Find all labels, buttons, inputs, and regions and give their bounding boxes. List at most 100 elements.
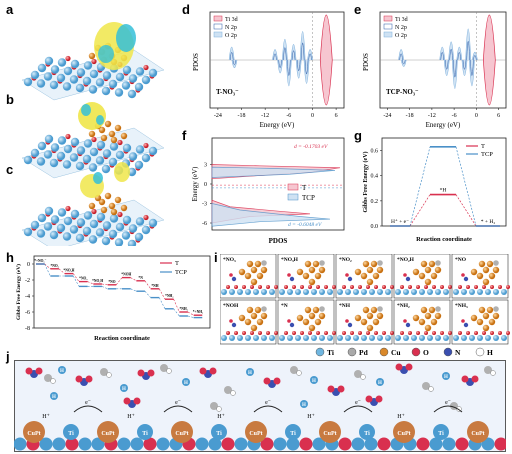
y-tick-label: -6 [202,221,207,227]
ti-atom [128,152,138,161]
h-atom [50,378,56,384]
cu-atom [302,272,310,280]
reaction-scheme-j: H H H H H H H H He⁻ e⁻ e⁻ e⁻ e⁻ H⁺ H⁺ H⁺ H⁺ H⁺ CuPt Ti CuPt… [14,360,506,452]
o-atom [342,285,346,289]
panel-label-d: d [182,2,190,17]
reaction-arrow [433,405,463,413]
x-tick-label: 6 [335,113,338,119]
cu-atom [420,306,428,314]
o2p-peak [228,46,235,61]
y-tick-label: 0 [27,262,30,268]
ti-atom [319,289,325,295]
ti-atom [63,66,73,76]
n2p-peak [440,51,445,61]
ti-atom [82,76,92,86]
y-tick-label: 0.0 [371,224,379,230]
cu-atom [260,312,268,320]
cu-atom [104,192,112,200]
ti-atom [101,236,111,246]
adsorption-cell: *NH [335,299,394,345]
o-atom [466,285,470,289]
o-atom [324,285,328,289]
site-label: Ti [142,431,148,437]
n-atom [484,366,492,374]
ti-atom [36,79,46,88]
cu-atom [100,206,108,214]
o-atom [308,285,312,289]
cu-atom [308,266,316,274]
h-atom [216,406,222,412]
o-atom [366,285,370,289]
o-atom [482,331,486,335]
atom-swatch [443,347,453,357]
cu-atom [424,278,432,286]
cu-atom [360,272,368,280]
ti-atom [121,81,131,90]
o2p-peak [286,59,292,86]
ti-atom [435,289,441,295]
cu-atom [492,312,500,320]
ti-atom [501,289,507,295]
ti-atom [69,225,79,234]
substrate-atom [52,437,66,451]
cu-atom [244,272,252,280]
ti-atom [108,79,118,89]
substrate-atom [234,437,248,451]
o2p-peak [277,59,283,74]
ti-atom [57,208,67,217]
ti-atom [135,145,145,154]
cu-atom [366,312,374,320]
connector-T [101,283,108,286]
connector-T [44,263,51,270]
cu-atom [486,260,494,268]
o-atom [490,331,494,335]
connector-T [130,277,137,282]
ti-atom [237,335,243,341]
proton [442,372,450,380]
cu-atom [370,260,378,268]
cell-label: *NH [339,303,351,309]
pd-atom [435,260,441,266]
ti-atom [127,167,137,177]
o2p-peak [398,49,404,61]
o-atom [466,331,470,335]
o-atom [229,319,233,323]
cu-atom [246,260,254,268]
proton-transfer-label: H⁺ [217,414,225,420]
adsorption-cell: *NOH [220,299,278,345]
panel-label-i: i [214,250,218,265]
o-atom [471,375,479,383]
adsorption-cell: *N [277,299,336,345]
connector-TCP [158,297,166,309]
o-atom [337,385,345,393]
ti-atom [83,139,93,148]
ti-atom [88,85,98,94]
o-atom [242,331,246,335]
ti-atom [245,335,251,341]
ti-atom [75,161,85,171]
cupt-site [393,421,415,443]
substrate-atom [377,437,391,451]
cu-atom [314,318,322,326]
pdos-e-xlabel: Energy (eV) [426,121,461,129]
y-tick-label: -2 [25,278,30,284]
site-label: Ti [364,431,370,437]
atom-swatch [379,347,389,357]
panel-label-g: g [354,128,362,143]
cu-atom [312,260,320,268]
state-label: *+NH₃ [193,310,203,314]
o2p-peak [400,59,407,67]
o-atom [440,331,444,335]
ti-atom [353,335,359,341]
state-label: *+NO₃⁻ [34,259,46,263]
ti-atom [108,157,118,167]
cu-atom [420,260,428,268]
electron-label: e⁻ [85,400,91,406]
o2p-peak [456,46,463,61]
ti-atom [96,140,106,150]
pdos-d-tag: T-NO₃⁻ [216,88,239,96]
ti-atom [88,235,98,244]
ti-atom [70,137,80,147]
ti-atom [337,335,343,341]
ti-atom [395,289,401,295]
